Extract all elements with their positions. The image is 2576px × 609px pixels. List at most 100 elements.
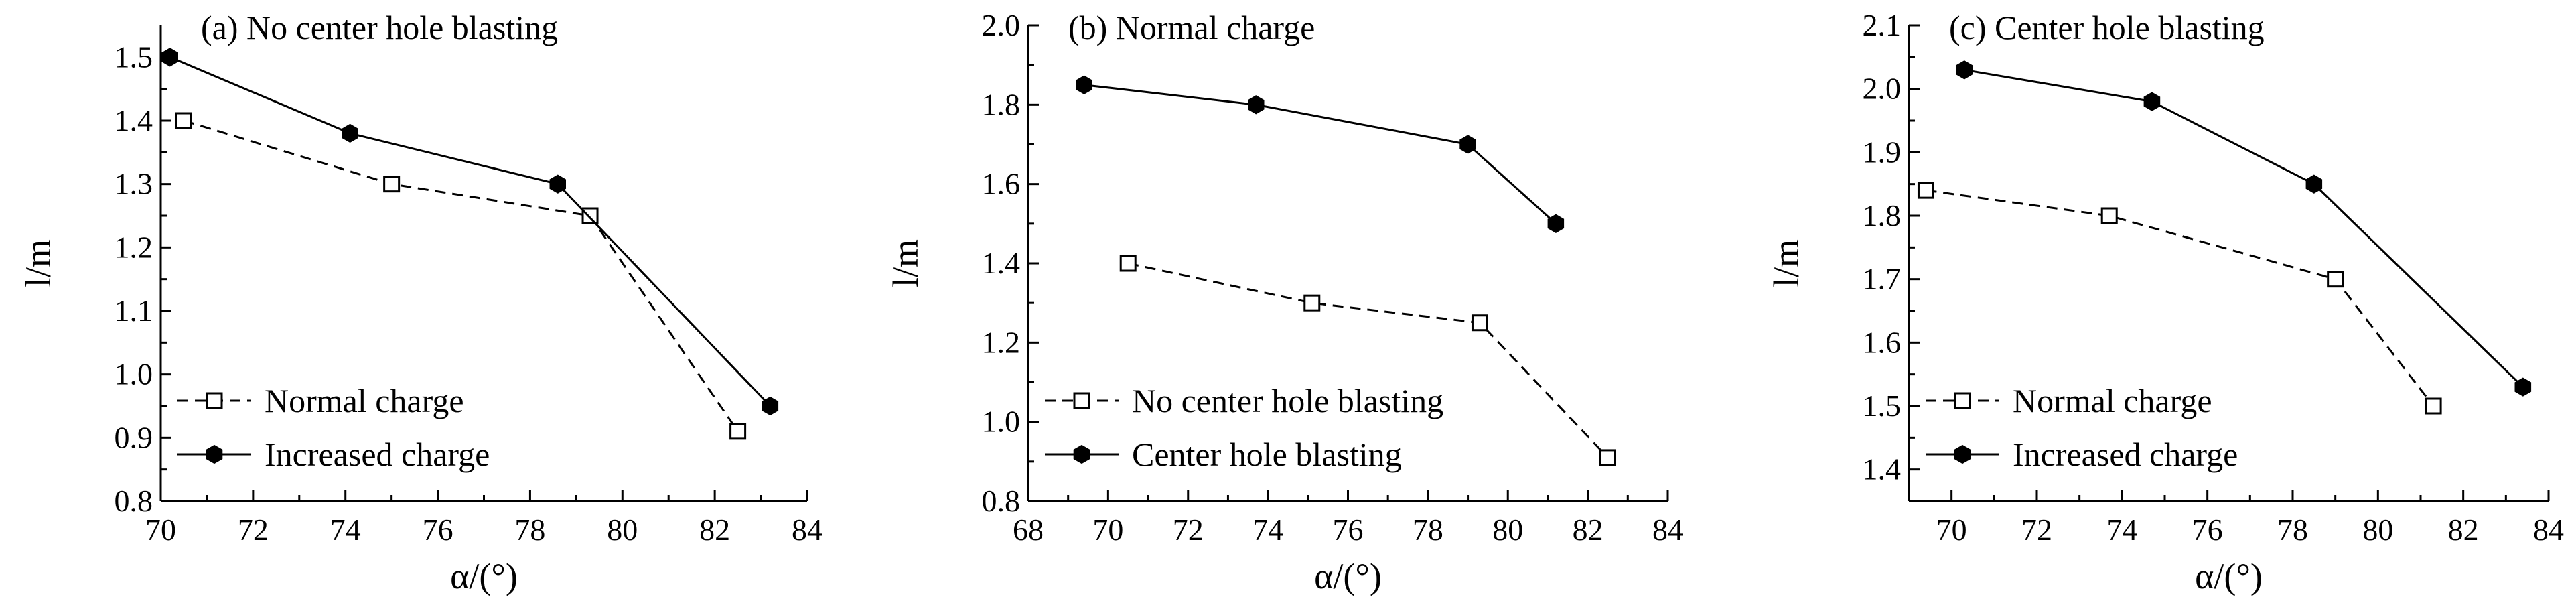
legend-marker	[1954, 392, 1971, 409]
data-point	[2305, 174, 2323, 194]
y-tick-label: 0.8	[115, 484, 153, 518]
x-tick-label: 70	[145, 513, 176, 547]
legend-entry: Increased charge	[2013, 435, 2238, 473]
x-tick-label: 72	[238, 513, 269, 547]
x-tick-label: 74	[1253, 513, 1283, 547]
data-point	[1303, 294, 1321, 312]
y-tick-label: 1.8	[982, 87, 1021, 121]
x-tick-label: 82	[1573, 513, 1603, 547]
x-tick-label: 76	[423, 513, 453, 547]
y-tick-label: 1.4	[115, 103, 153, 137]
y-tick-label: 2.0	[1863, 72, 1902, 106]
chart-title: (c) Center hole blasting	[1949, 9, 2265, 46]
x-tick-label: 72	[1173, 513, 1204, 547]
series-line-2	[1084, 84, 1557, 224]
y-tick-label: 1.2	[115, 230, 153, 264]
data-point	[342, 123, 358, 143]
data-point	[1956, 60, 1973, 80]
data-point	[762, 396, 779, 416]
data-point	[1917, 182, 1934, 199]
y-tick-label: 1.8	[1863, 198, 1902, 232]
y-tick-label: 1.5	[115, 40, 153, 74]
y-tick-label: 1.1	[115, 293, 153, 328]
x-axis-label: α/(°)	[1314, 556, 1382, 596]
y-tick-label: 0.8	[982, 484, 1021, 518]
y-axis-label: l/m	[885, 239, 926, 287]
legend-entry: Increased charge	[265, 435, 490, 473]
x-axis-label: α/(°)	[450, 556, 518, 596]
data-point	[2327, 271, 2344, 288]
data-point	[1119, 255, 1137, 272]
y-tick-label: 1.0	[115, 357, 153, 391]
legend-marker	[206, 392, 223, 409]
data-point	[161, 48, 178, 67]
data-point	[1459, 135, 1476, 154]
chart-title: (a) No center hole blasting	[201, 9, 558, 46]
data-point	[581, 207, 599, 224]
y-axis-label: l/m	[1766, 239, 1806, 287]
x-tick-label: 78	[1413, 513, 1443, 547]
x-tick-label: 68	[1013, 513, 1044, 547]
x-tick-label: 70	[1092, 513, 1123, 547]
y-tick-label: 2.1	[1863, 8, 1902, 42]
series-line-1	[1926, 189, 2435, 407]
chart-title: (b) Normal charge	[1068, 9, 1315, 46]
chart-panel-3: 1.4 1.5 1.6 1.7 1.8 1.9 2.0 2.1 70 72 74 76 78 80 82 84…	[1766, 8, 2564, 596]
data-point	[1076, 75, 1092, 94]
data-point	[383, 176, 401, 193]
y-tick-label: 1.9	[1863, 135, 1902, 169]
x-tick-label: 82	[2448, 513, 2479, 547]
legend-entry: Center hole blasting	[1132, 435, 1402, 473]
x-tick-label: 78	[2277, 513, 2308, 547]
legend-marker	[1073, 392, 1090, 409]
y-tick-label: 1.6	[982, 167, 1021, 201]
y-tick-label: 1.7	[1863, 262, 1902, 296]
legend-entry: Normal charge	[265, 382, 464, 419]
series-line-1	[184, 119, 739, 432]
x-tick-label: 76	[1333, 513, 1364, 547]
legend-entry: No center hole blasting	[1132, 382, 1443, 419]
data-point	[1547, 214, 1565, 233]
y-tick-label: 1.2	[982, 325, 1021, 359]
x-tick-label: 70	[1936, 513, 1967, 547]
y-tick-label: 1.0	[982, 405, 1021, 439]
legend-marker	[1073, 444, 1090, 464]
x-tick-label: 78	[514, 513, 545, 547]
x-tick-label: 82	[699, 513, 730, 547]
x-tick-label: 84	[792, 513, 822, 547]
data-point	[175, 112, 192, 129]
y-tick-label: 1.5	[1863, 389, 1902, 423]
x-axis-label: α/(°)	[2195, 556, 2263, 596]
x-tick-label: 74	[330, 513, 361, 547]
data-point	[1599, 449, 1616, 466]
series-line-1	[1127, 262, 1609, 458]
y-axis-label: l/m	[18, 239, 58, 287]
series-line-2	[1964, 68, 2524, 388]
y-tick-label: 1.3	[115, 167, 153, 201]
y-tick-label: 1.6	[1863, 325, 1902, 359]
legend-marker	[206, 444, 223, 464]
y-tick-label: 2.0	[982, 8, 1021, 42]
data-point	[2143, 92, 2161, 111]
x-tick-label: 84	[1652, 513, 1683, 547]
data-point	[549, 174, 566, 194]
data-point	[2425, 397, 2442, 415]
y-tick-label: 1.4	[1863, 452, 1902, 486]
y-tick-label: 0.9	[115, 420, 153, 454]
x-tick-label: 72	[2021, 513, 2052, 547]
x-tick-label: 80	[607, 513, 638, 547]
data-point	[729, 423, 747, 440]
legend-entry: Normal charge	[2013, 382, 2212, 419]
data-point	[1248, 95, 1265, 115]
data-point	[2514, 377, 2532, 397]
chart-panel-1: 0.8 0.9 1.0 1.1 1.2 1.3 1.4 1.5 70 72 74 76 78 80 82 84…	[18, 9, 822, 596]
series-line-2	[169, 56, 771, 407]
data-point	[1471, 314, 1488, 332]
x-tick-label: 80	[1492, 513, 1523, 547]
x-tick-label: 74	[2106, 513, 2137, 547]
x-tick-label: 84	[2533, 513, 2564, 547]
legend-marker	[1954, 444, 1971, 464]
chart-panel-2: 0.8 1.0 1.2 1.4 1.6 1.8 2.0 68 70 72 74 76 78 80 82 84 α…	[885, 8, 1683, 596]
x-tick-label: 76	[2192, 513, 2223, 547]
